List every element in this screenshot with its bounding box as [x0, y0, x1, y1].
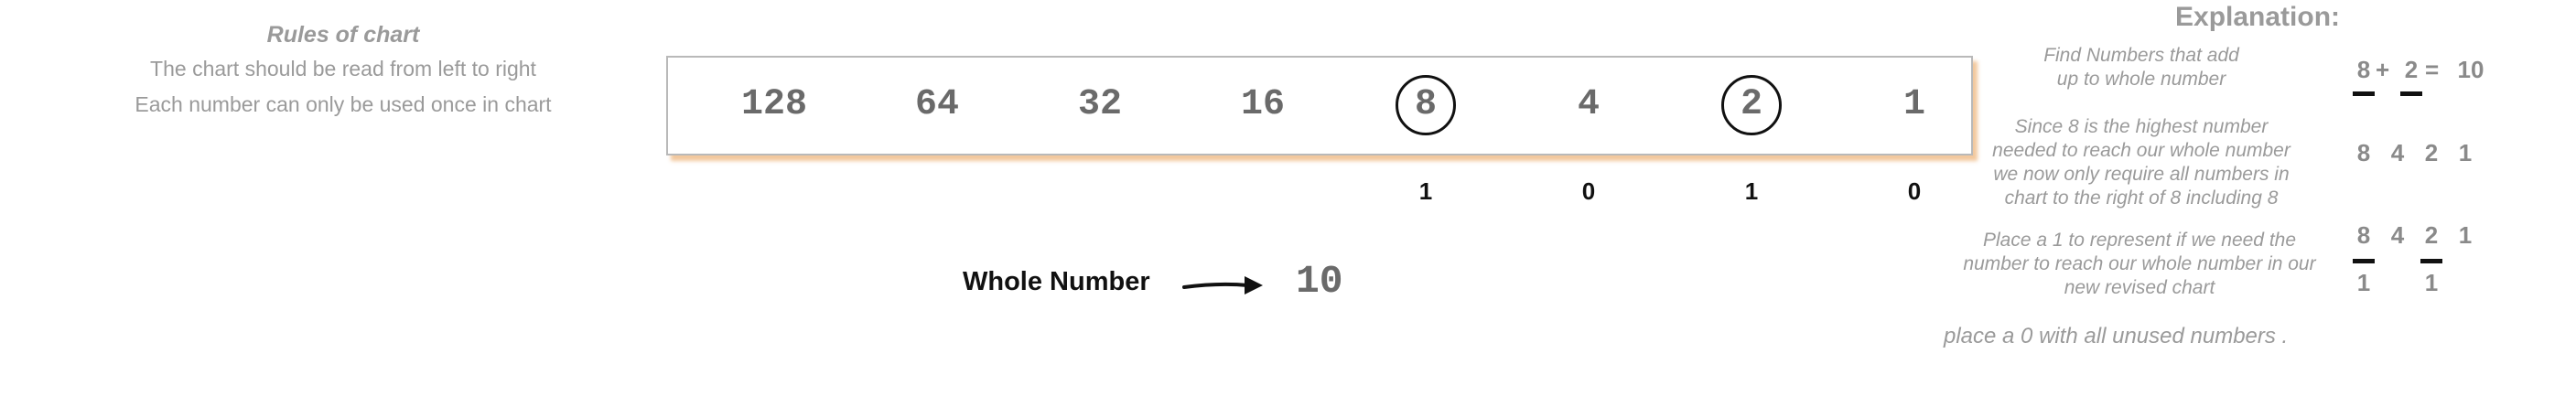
step-3-line-1: Place a 1 to represent if we need the	[1982, 230, 2297, 251]
equation-equals: =	[2425, 56, 2440, 83]
revised-bits-underline-2	[2420, 259, 2442, 263]
revised-bits-4: 4	[2390, 221, 2405, 249]
bit-under-4: 0	[1581, 177, 1596, 205]
step-2-line-4: chart to the right of 8 including 8	[2004, 187, 2279, 209]
equation-operand-2: 2	[2404, 56, 2419, 83]
chart-number-64: 64	[914, 84, 959, 125]
explanation-step-4: place a 0 with all unused numbers .	[1944, 324, 2289, 348]
equation-result: 10	[2457, 56, 2484, 83]
revised-chart-4: 4	[2390, 139, 2405, 166]
revised-bit-one-2: 1	[2424, 269, 2439, 296]
rule-use-once: Each number can only be used once in cha…	[135, 92, 552, 116]
explanation-step-2: Since 8 is the highest number needed to …	[1967, 115, 2315, 210]
whole-number-label: Whole Number	[963, 267, 1150, 296]
explanation-step-3: Place a 1 to represent if we need the nu…	[1938, 229, 2341, 300]
revised-bits-1: 1	[2458, 221, 2473, 249]
circle-highlight-2	[1721, 75, 1782, 135]
chart-number-128: 128	[740, 84, 807, 125]
revised-chart-8: 8	[2356, 139, 2371, 166]
explanation-step-1: Find Numbers that add up to whole number	[2004, 44, 2279, 91]
revised-bits-underline-8	[2353, 259, 2375, 263]
revised-bit-one-8: 1	[2356, 269, 2371, 296]
equation-plus: +	[2376, 56, 2390, 83]
rule-read-direction: The chart should be read from left to ri…	[150, 57, 536, 80]
rules-title: Rules of chart	[266, 22, 420, 48]
step-3-line-3: new revised chart	[2064, 277, 2215, 298]
step-1-line-1: Find Numbers that add	[2043, 45, 2239, 66]
chart-number-16: 16	[1240, 84, 1285, 125]
revised-chart-2: 2	[2424, 139, 2439, 166]
circle-highlight-8	[1396, 75, 1456, 135]
bit-under-1: 0	[1907, 177, 1922, 205]
bit-under-2: 1	[1744, 177, 1759, 205]
revised-bits-2: 2	[2424, 221, 2439, 249]
chart-number-32: 32	[1077, 84, 1122, 125]
bit-under-8: 1	[1418, 177, 1433, 205]
step-1-line-2: up to whole number	[2056, 69, 2226, 90]
step-2-line-2: needed to reach our whole number	[1992, 140, 2290, 161]
explanation-title: Explanation:	[2175, 2, 2341, 32]
revised-chart-1: 1	[2458, 139, 2473, 166]
equation-underline-8	[2353, 91, 2375, 96]
revised-bits-8: 8	[2356, 221, 2371, 249]
step-3-line-2: number to reach our whole number in our	[1963, 253, 2316, 274]
step-2-line-3: we now only require all numbers in	[1993, 164, 2290, 185]
chart-number-4: 4	[1577, 84, 1600, 125]
right-arrow-icon	[1182, 276, 1263, 295]
step-2-line-1: Since 8 is the highest number	[2014, 116, 2269, 137]
whole-number-value: 10	[1296, 259, 1343, 304]
equation-underline-2	[2400, 91, 2422, 96]
chart-number-1: 1	[1902, 84, 1925, 125]
equation-operand-8: 8	[2356, 56, 2371, 83]
